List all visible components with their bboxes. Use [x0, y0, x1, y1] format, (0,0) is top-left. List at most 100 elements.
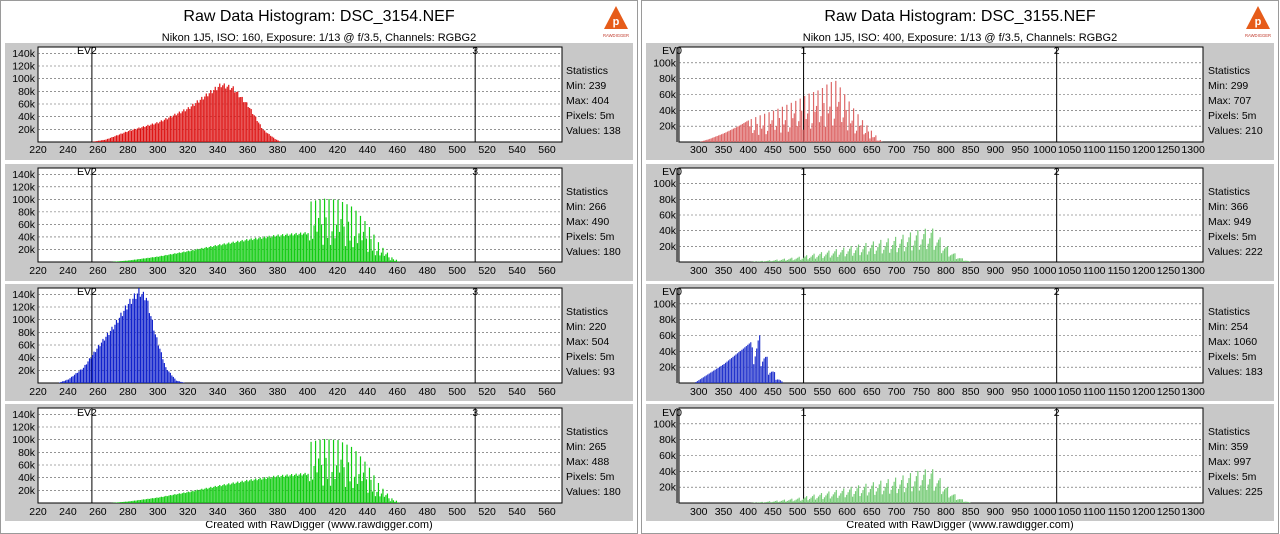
- histogram-bar: [855, 130, 858, 142]
- histogram-bar: [825, 254, 827, 262]
- histogram-bar: [150, 498, 152, 503]
- histogram-bar: [150, 257, 152, 262]
- histogram-bar: [874, 494, 876, 503]
- histogram-bar: [120, 133, 122, 142]
- histogram-bar: [826, 493, 828, 503]
- histogram-bar: [893, 481, 895, 503]
- histogram-bar: [99, 346, 101, 383]
- x-tick-label: 750: [912, 506, 930, 518]
- x-tick-label: 300: [690, 265, 708, 277]
- histogram-bar: [825, 495, 827, 503]
- histogram-bar: [271, 136, 273, 142]
- histogram-bar: [872, 137, 874, 142]
- histogram-bar: [778, 379, 780, 383]
- histogram-bar: [828, 250, 830, 262]
- histogram-bar: [117, 502, 119, 503]
- histogram-bar: [109, 137, 112, 142]
- histogram-bar: [897, 488, 900, 503]
- histogram-bar: [917, 470, 919, 503]
- histogram-bar: [743, 123, 745, 142]
- histogram-bar: [126, 132, 128, 142]
- histogram-bar: [160, 496, 162, 503]
- histogram-bar: [198, 490, 200, 503]
- histogram-bar: [951, 495, 953, 503]
- histogram-bar: [192, 490, 194, 503]
- histogram-bar: [169, 495, 171, 503]
- histogram-bar: [115, 319, 118, 383]
- histogram-bar: [788, 500, 790, 503]
- histogram-bar: [918, 490, 920, 503]
- histogram-bar: [770, 502, 772, 503]
- y-tick-label: 80k: [659, 314, 677, 326]
- histogram-bar: [908, 237, 910, 262]
- histogram-bar: [813, 494, 815, 503]
- histogram-bar: [302, 233, 305, 262]
- histogram-bar: [386, 493, 389, 503]
- histogram-bar: [85, 364, 88, 383]
- histogram-bar: [721, 134, 723, 142]
- histogram-bar: [154, 497, 156, 503]
- histogram-bar: [117, 135, 119, 142]
- histogram-bar: [371, 250, 374, 262]
- y-tick-label: 40k: [18, 231, 36, 243]
- histogram-bar: [822, 258, 824, 262]
- histogram-bar: [168, 117, 170, 142]
- histogram-bar: [289, 475, 291, 503]
- ev-marker-label: 2: [1054, 166, 1060, 178]
- x-tick-label: 900: [987, 506, 1005, 518]
- histogram-bar: [835, 489, 837, 503]
- x-tick-label: 460: [389, 506, 407, 518]
- statistics-value: Pixels: 5m: [566, 110, 615, 122]
- histogram-bar: [845, 109, 847, 142]
- histogram-bar: [853, 108, 855, 142]
- histogram-bar: [866, 125, 868, 142]
- histogram-bar: [277, 140, 279, 142]
- histogram-bar: [759, 115, 761, 142]
- histogram-bar: [156, 122, 158, 142]
- histogram-bar: [70, 376, 73, 383]
- histogram-bar: [352, 247, 354, 262]
- x-tick-label: 1250: [1157, 386, 1181, 398]
- histogram-bar: [870, 130, 872, 142]
- x-tick-label: 560: [538, 386, 556, 398]
- histogram-bar: [785, 260, 787, 262]
- x-tick-label: 260: [89, 386, 107, 398]
- histogram-bar: [186, 251, 188, 262]
- histogram-bar: [297, 475, 299, 503]
- histogram-bar: [234, 483, 236, 503]
- histogram-bar: [742, 348, 744, 383]
- statistics-heading: Statistics: [1208, 306, 1250, 318]
- histogram-bar: [135, 129, 137, 142]
- histogram-bar: [820, 116, 822, 142]
- histogram-bar: [906, 482, 909, 503]
- x-tick-label: 500: [448, 506, 466, 518]
- histogram-bar: [966, 260, 968, 262]
- ev-marker-label: 1: [801, 286, 807, 298]
- histogram-bar: [370, 239, 372, 262]
- histogram-bar: [198, 249, 200, 262]
- histogram-bar: [727, 360, 730, 383]
- histogram-bar: [943, 248, 946, 262]
- histogram-bar: [294, 474, 296, 503]
- histogram-bar: [808, 93, 810, 142]
- histogram-bar: [130, 260, 133, 262]
- histogram-bar: [259, 237, 261, 262]
- y-tick-label: 40k: [659, 466, 677, 478]
- x-tick-label: 320: [179, 144, 197, 156]
- histogram-bar: [908, 478, 910, 503]
- histogram-bar: [328, 199, 330, 262]
- histogram-bar: [228, 84, 230, 142]
- histogram-bar: [951, 254, 953, 262]
- histogram-bar: [247, 240, 249, 262]
- histogram-bar: [249, 480, 251, 503]
- histogram-bar: [969, 261, 971, 262]
- histogram-bar: [231, 242, 233, 262]
- histogram-bar: [875, 491, 877, 503]
- x-tick-label: 850: [962, 144, 980, 156]
- histogram-bar: [356, 243, 359, 262]
- panel-title: Raw Data Histogram: DSC_3154.NEF: [183, 8, 455, 25]
- histogram-bar: [311, 479, 314, 503]
- histogram-bar: [770, 371, 773, 383]
- histogram-bar: [320, 224, 323, 262]
- histogram-bar: [139, 128, 142, 142]
